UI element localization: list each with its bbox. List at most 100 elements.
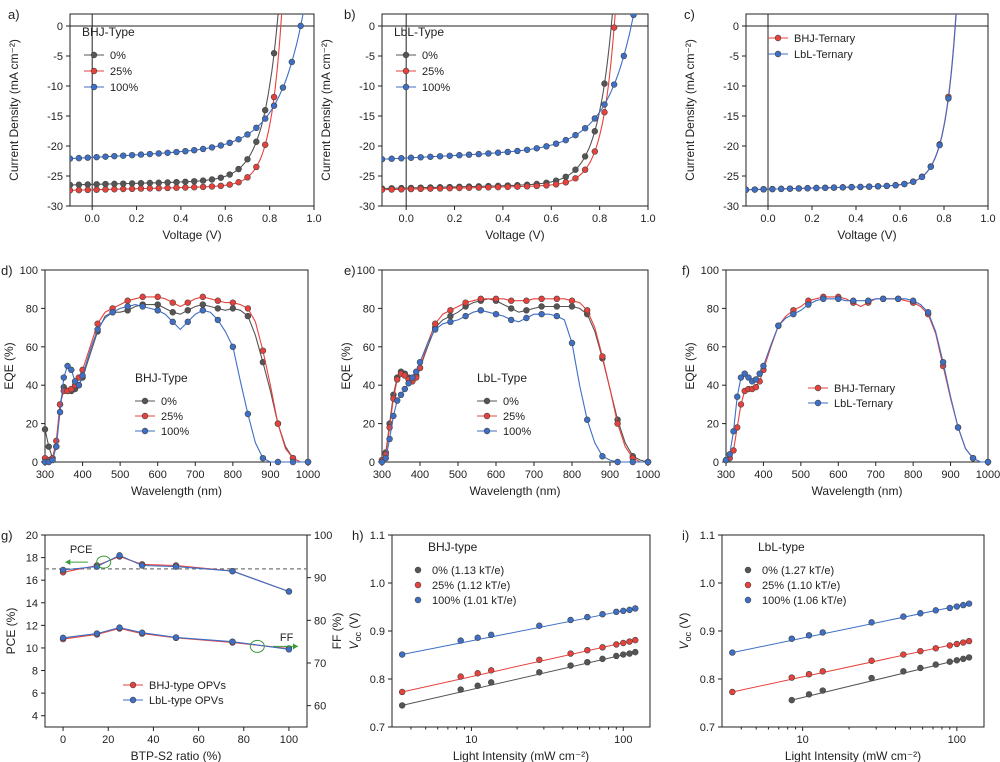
data-point-a	[208, 176, 216, 183]
data-point-b	[427, 185, 434, 192]
data-point-e	[447, 312, 454, 320]
legend-marker-i	[744, 566, 752, 574]
panel-label-h: h)	[352, 528, 364, 543]
data-point-c	[804, 185, 811, 192]
x-axis-label-b: Voltage (V)	[485, 228, 544, 242]
y-tick-label-a: -10	[47, 81, 63, 93]
data-point-d	[229, 343, 237, 350]
x-tick-label-f: 500	[792, 469, 810, 481]
data-point-d	[60, 374, 67, 381]
y-tick-label-b: 0	[369, 21, 375, 33]
data-point-i	[965, 600, 973, 607]
data-point-h	[613, 608, 620, 615]
legend-marker-a	[90, 51, 98, 59]
data-point-d	[199, 301, 207, 308]
ff-point	[116, 624, 123, 631]
data-point-h	[398, 702, 406, 709]
data-point-a	[226, 171, 233, 178]
x-axis-label-i: Light Intensity (mW cm⁻²)	[785, 749, 921, 762]
data-point-e	[447, 307, 454, 314]
data-point-b	[630, 14, 637, 19]
data-point-d	[214, 316, 222, 324]
data-point-a	[146, 150, 154, 158]
data-point-a	[226, 139, 233, 147]
x-tick-label-g: 40	[147, 734, 159, 746]
data-point-a	[253, 124, 260, 132]
data-point-h	[626, 606, 633, 614]
y-axis-label-b: Current Density (mA cm⁻²)	[319, 39, 333, 181]
data-point-f	[879, 295, 887, 302]
data-point-a	[70, 181, 74, 189]
data-point-e	[523, 314, 530, 322]
y-tick-label-d: 40	[26, 380, 38, 392]
data-point-h	[474, 670, 481, 677]
inset-title-a: BHJ-Type	[82, 25, 135, 39]
data-point-b	[591, 148, 598, 155]
data-point-b	[601, 80, 608, 87]
data-point-e	[644, 458, 652, 466]
data-point-h	[487, 667, 495, 674]
data-point-e	[378, 458, 386, 466]
data-point-a	[164, 184, 171, 192]
data-point-f	[730, 428, 737, 435]
data-point-b	[572, 131, 579, 139]
legend-marker-i	[744, 581, 752, 589]
y2-tick-label-g: 70	[314, 658, 326, 670]
panel-label-i: i)	[682, 528, 689, 543]
data-point-a	[173, 178, 180, 186]
panel-label-c: c)	[684, 7, 695, 22]
ff-point	[172, 634, 180, 641]
y2-tick-label-g: 100	[314, 530, 332, 542]
data-point-e	[432, 320, 439, 327]
data-point-d	[244, 312, 252, 320]
x-tick-label-f: 900	[941, 469, 959, 481]
data-point-d	[184, 307, 191, 314]
data-point-f	[737, 401, 745, 408]
data-point-a	[226, 181, 233, 188]
data-point-a	[199, 177, 207, 184]
data-point-b	[523, 183, 531, 190]
series-group-a	[70, 14, 304, 194]
data-point-h	[567, 616, 574, 624]
data-point-h	[584, 646, 591, 654]
data-point-d	[79, 372, 86, 379]
y-tick-label-f: 40	[707, 380, 719, 392]
data-point-d	[259, 347, 267, 354]
ff-point	[138, 629, 146, 636]
legend-label-b: 25%	[422, 66, 444, 78]
data-point-a	[111, 186, 118, 193]
data-point-e	[553, 312, 560, 320]
data-point-a	[244, 174, 251, 181]
x-tick-label-e: 400	[411, 469, 429, 481]
data-point-i	[960, 639, 967, 646]
x-tick-label-d: 700	[186, 469, 204, 481]
y-tick-label-g: 6	[32, 688, 38, 700]
data-point-e	[390, 412, 397, 420]
data-point-b	[620, 52, 628, 60]
data-point-a	[111, 180, 118, 188]
data-point-b	[601, 109, 608, 116]
data-point-d	[41, 426, 49, 433]
x-tick-label-e: 600	[487, 469, 505, 481]
fit-line-h	[402, 639, 636, 693]
x-tick-label-d: 300	[36, 469, 54, 481]
x-axis-label-d: Wavelength (nm)	[131, 484, 222, 498]
x-tick-label-i: 100	[948, 734, 966, 746]
pce-point	[229, 567, 236, 575]
legend-marker-a	[90, 67, 98, 75]
y-axis-label-i: Voc (V)	[677, 613, 693, 650]
data-point-b	[494, 149, 502, 156]
legend-marker-f	[814, 399, 822, 407]
data-point-e	[553, 295, 560, 302]
data-point-a	[102, 186, 109, 193]
pce-point	[116, 552, 123, 559]
legend-marker-e	[483, 397, 491, 405]
data-point-i	[868, 657, 875, 664]
data-point-c	[927, 163, 934, 170]
y-axis-label-sub: oc	[683, 631, 693, 641]
data-point-i	[917, 647, 924, 655]
data-point-h	[626, 638, 633, 645]
data-point-i	[729, 649, 736, 656]
data-point-h	[398, 688, 406, 696]
